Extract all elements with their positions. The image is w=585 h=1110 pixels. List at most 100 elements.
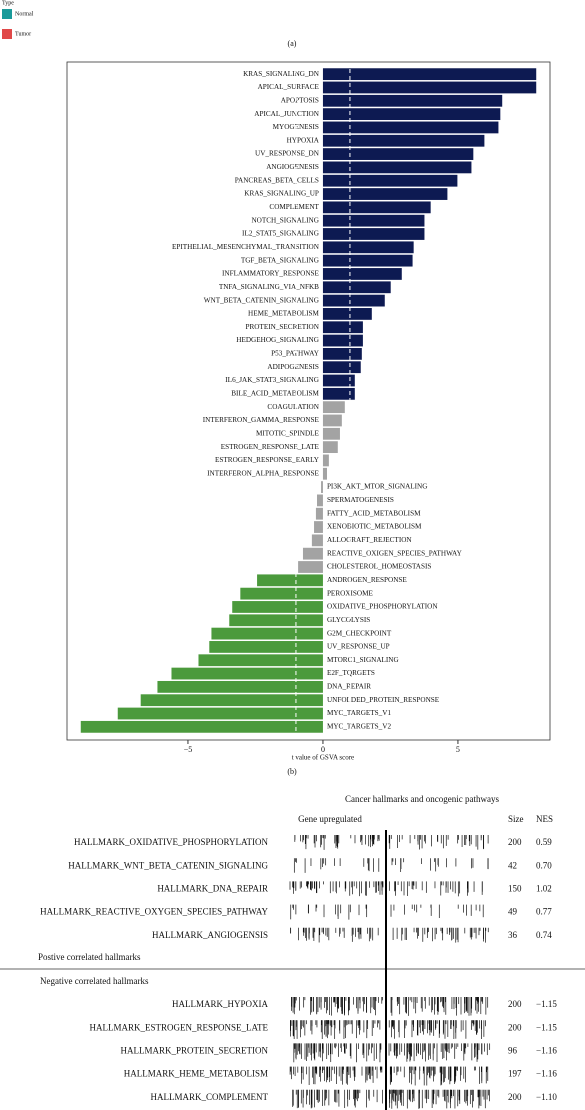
category-label: E2F_TQRGETS [327,669,375,677]
category-label: MITOTIC_SPINDLE [256,429,320,437]
bar [257,574,323,587]
category-label: EPITHELIAL_MESENCHYMAL_TRANSITION [172,243,320,251]
bar [171,667,323,680]
nes: −1.16 [536,1045,557,1055]
category-label: HEME_METABOLISM [248,310,320,318]
hallmark-name: HALLMARK_WNT_BETA_CATENIN_SIGNALING [68,860,268,870]
bar [322,214,425,227]
category-label: INFLAMMATORY_RESPONSE [222,270,320,278]
category-label: ESTROGEN_RESPONSE_EARLY [215,456,320,464]
hallmark-name: HALLMARK_REACTIVE_OXYGEN_SPECIES_PATHWAY [40,907,268,917]
panel-label: (b) [287,767,297,776]
size: 200 [508,999,522,1009]
nes: 0.77 [536,907,552,917]
bar [322,81,537,94]
nes: 0.70 [536,860,552,870]
category-label: COAGULATION [267,403,319,411]
bar [322,347,362,360]
category-label: TNFA_SIGNALING_VIA_NFKB [219,283,319,291]
bar [322,228,425,240]
column-header: Size [508,814,524,824]
hallmark-name: HALLMARK_HEME_METABOLISM [124,1069,268,1079]
hallmark-name: HALLMARK_ESTROGEN_RESPONSE_LATE [89,1022,268,1032]
category-label: G2M_CHECKPOINT [327,629,392,637]
category-label: GLYCOLYSIS [327,616,370,624]
size: 150 [508,883,522,893]
panel-title: Cancer hallmarks and oncogenic pathways [345,794,499,804]
bar [322,454,329,467]
category-label: NOTCH_SIGNALING [251,216,318,224]
x-axis-label: t value of GSVA score [292,754,354,762]
legend-label: Tumor [15,31,31,37]
category-label: XENOBIOTIC_METABOLISM [327,523,422,531]
bar [322,254,413,267]
category-label: PEROXISOME [327,589,374,597]
legend-title: Type [2,0,14,6]
legend-swatch [2,29,12,39]
bar [322,334,363,347]
bar [322,361,361,374]
panel-label: (a) [288,39,297,48]
category-label: BILE_ACID_METABOLISM [231,389,319,397]
bar [322,94,503,107]
nes: 0.59 [536,837,552,847]
category-label: IL6_JAK_STAT3_SIGNALING [225,376,319,384]
hallmark-name: HALLMARK_HYPOXIA [172,999,268,1009]
hallmark-name: HALLMARK_DNA_REPAIR [157,883,268,893]
bar [322,294,385,307]
category-label: CHOLESTEROL_HOMEOSTASIS [327,563,431,571]
category-label: HEDGEHOG_SIGNALING [236,336,319,344]
category-label: FATTY_ACID_METABOLISM [327,509,421,517]
nes: −1.15 [536,999,557,1009]
category-label: P53_PATHWAY [271,350,320,358]
size: 200 [508,1092,522,1102]
category-label: HYPOXIA [287,136,320,144]
bar [298,561,323,573]
bar [80,720,323,733]
category-label: MYC_TARGETS_V1 [327,709,392,717]
category-label: ALLOGRAFT_REJECTION [327,536,412,544]
category-label: MTORC1_SIGNALING [327,656,399,664]
size: 200 [508,837,522,847]
plot-frame [66,61,551,741]
bar [322,374,355,387]
category-label: APICAL_JUNCTION [254,110,319,118]
category-label: WNT_BETA_CATENIN_SIGNALING [204,296,319,304]
size: 197 [508,1069,522,1079]
bar [322,121,499,134]
category-label: INTERFERON_ALPHA_RESPONSE [207,469,319,477]
size: 200 [508,1022,522,1032]
bar [314,521,323,533]
hallmark-name: HALLMARK_COMPLEMENT [150,1092,268,1102]
bar [140,694,323,707]
column-header: NES [536,814,553,824]
bar [198,654,323,667]
bar [321,481,323,493]
bar [322,148,474,160]
bar [209,641,323,653]
bar [322,441,338,454]
bar [322,414,342,427]
bar [157,680,323,693]
category-label: KRAS_SIGNALING_UP [244,190,319,198]
category-label: UV_RESPONSE_DN [255,150,320,158]
section-label: Negative correlated hallmarks [40,976,149,986]
size: 42 [508,860,517,870]
x-tick-label: 0 [321,745,325,754]
size: 96 [508,1045,518,1055]
category-label: UNFOLDED_PROTEIN_RESPONSE [327,696,440,704]
bar [317,494,323,507]
category-label: INTERFERON_GAMMA_RESPONSE [203,416,320,424]
bar [229,614,323,627]
bar [322,161,472,174]
x-tick-label: −5 [184,745,193,754]
bar [311,534,323,547]
bar [240,587,323,600]
bar [322,108,501,121]
bar [322,467,327,480]
bar [322,188,448,200]
bar [211,627,323,640]
legend-label: Normal [15,11,34,17]
nes: −1.16 [536,1069,557,1079]
bar [322,308,372,320]
